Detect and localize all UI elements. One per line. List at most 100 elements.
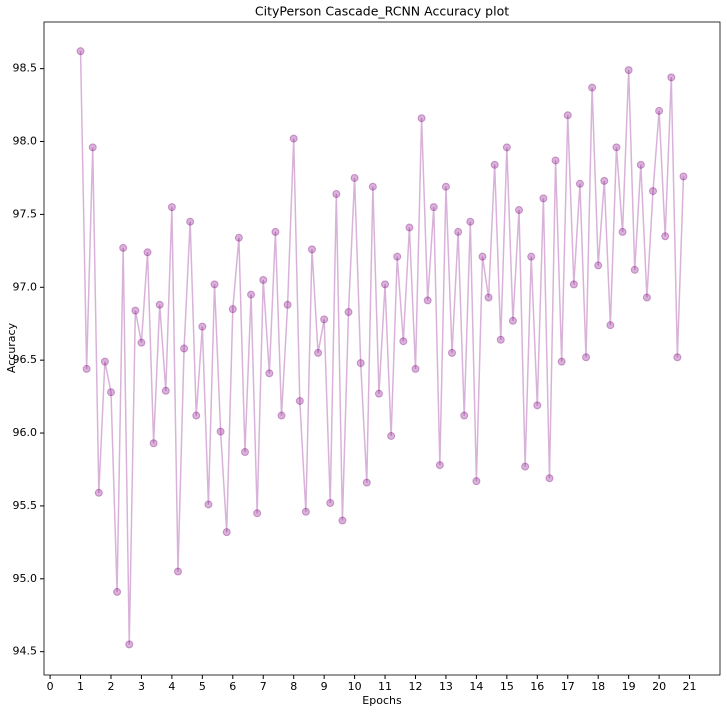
data-point: [661, 232, 670, 241]
x-tick-label: 6: [229, 680, 236, 693]
data-point: [125, 640, 134, 649]
x-tick-label: 21: [683, 680, 697, 693]
y-tick-label: 96.0: [13, 426, 38, 439]
x-tick-label: 7: [260, 680, 267, 693]
data-point: [460, 411, 469, 420]
data-point: [496, 335, 505, 344]
data-point: [131, 306, 140, 315]
x-tick-label: 10: [348, 680, 362, 693]
data-point: [679, 172, 688, 181]
data-point: [374, 389, 383, 398]
x-tick-label: 4: [168, 680, 175, 693]
x-tick-label: 19: [622, 680, 636, 693]
data-point: [88, 143, 97, 152]
data-point: [210, 280, 219, 289]
data-point: [673, 353, 682, 362]
data-point: [649, 187, 658, 196]
data-point: [521, 462, 530, 471]
data-point: [642, 293, 651, 302]
data-point: [344, 308, 353, 317]
data-point: [240, 447, 249, 456]
data-point: [624, 66, 633, 75]
data-point: [186, 217, 195, 226]
y-tick-label: 97.0: [13, 280, 38, 293]
data-point: [612, 143, 621, 152]
data-point: [569, 280, 578, 289]
data-point: [253, 509, 262, 518]
data-point: [478, 252, 487, 261]
data-point: [490, 160, 499, 169]
x-tick-label: 8: [290, 680, 297, 693]
y-tick-label: 98.0: [13, 135, 38, 148]
data-point: [405, 223, 414, 232]
data-point: [180, 344, 189, 353]
y-tick-label: 95.0: [13, 572, 38, 585]
x-tick-label: 9: [321, 680, 328, 693]
x-tick-label: 1: [77, 680, 84, 693]
data-point: [368, 182, 377, 191]
data-point: [515, 206, 524, 215]
x-tick-label: 11: [378, 680, 392, 693]
data-point: [82, 364, 91, 373]
data-point: [161, 386, 170, 395]
data-point: [551, 156, 560, 165]
data-point: [94, 488, 103, 497]
x-tick-label: 5: [199, 680, 206, 693]
data-point: [539, 194, 548, 203]
data-point: [143, 248, 152, 257]
data-point: [106, 388, 115, 397]
x-tick-label: 3: [138, 680, 145, 693]
series-line: [79, 51, 685, 645]
x-tick-label: 13: [439, 680, 453, 693]
data-point: [149, 439, 158, 448]
data-point: [393, 252, 402, 261]
data-point: [204, 500, 213, 509]
axes-frame: [43, 21, 721, 676]
data-point: [545, 474, 554, 483]
data-point: [630, 265, 639, 274]
x-tick-label: 15: [500, 680, 514, 693]
data-point: [606, 321, 615, 330]
data-point: [484, 293, 493, 302]
data-point: [350, 173, 359, 182]
data-point: [301, 507, 310, 516]
y-tick-label: 96.5: [13, 353, 38, 366]
data-point: [557, 357, 566, 366]
data-point: [563, 111, 572, 120]
data-point: [423, 296, 432, 305]
x-tick-label: 20: [652, 680, 666, 693]
data-point: [100, 357, 109, 366]
data-point: [283, 300, 292, 309]
data-point: [76, 47, 85, 56]
data-point: [234, 233, 243, 242]
data-point: [320, 315, 329, 324]
data-point: [441, 182, 450, 191]
data-point: [429, 203, 438, 212]
data-point: [228, 305, 237, 314]
data-point: [198, 322, 207, 331]
y-axis-label: Accuracy: [5, 322, 18, 373]
data-point: [411, 364, 420, 373]
data-point: [259, 275, 268, 284]
data-point: [655, 106, 664, 115]
data-point: [362, 478, 371, 487]
data-point: [508, 316, 517, 325]
data-point: [472, 477, 481, 486]
data-point: [289, 134, 298, 143]
x-tick-label: 18: [591, 680, 605, 693]
data-point: [338, 516, 347, 525]
data-point: [502, 143, 511, 152]
y-tick-label: 97.5: [13, 207, 38, 220]
y-tick-label: 94.5: [13, 645, 38, 658]
data-point: [618, 227, 627, 236]
data-point: [448, 348, 457, 357]
data-point: [192, 411, 201, 420]
data-point: [600, 176, 609, 185]
data-point: [582, 353, 591, 362]
data-point: [326, 499, 335, 508]
data-point: [356, 359, 365, 368]
data-point: [216, 427, 225, 436]
data-point: [173, 567, 182, 576]
data-point: [527, 252, 536, 261]
